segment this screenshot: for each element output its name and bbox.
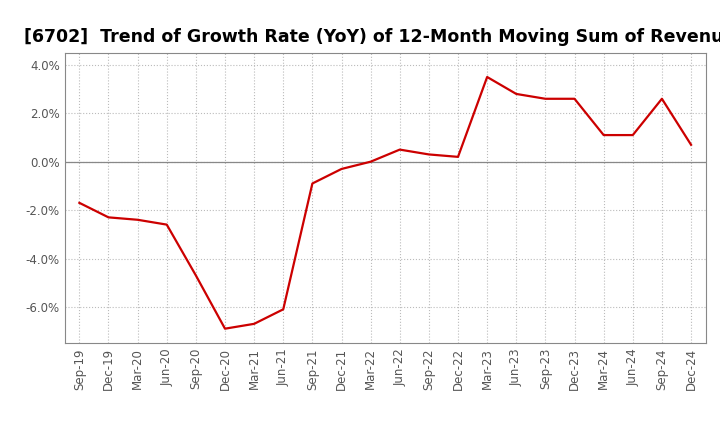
Title: [6702]  Trend of Growth Rate (YoY) of 12-Month Moving Sum of Revenues: [6702] Trend of Growth Rate (YoY) of 12-… xyxy=(24,28,720,46)
